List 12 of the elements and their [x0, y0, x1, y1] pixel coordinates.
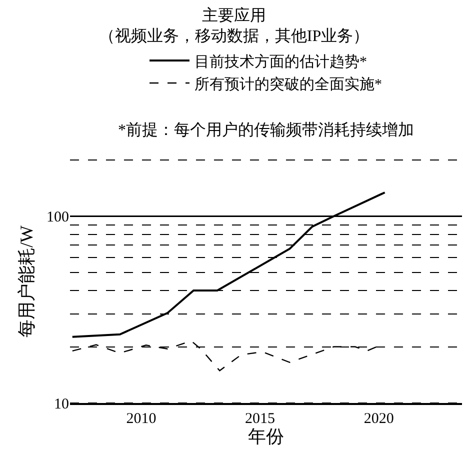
legend-label: 目前技术方面的估计趋势*: [194, 53, 367, 70]
chart-title: 主要应用: [202, 6, 266, 24]
x-tick-label: 2020: [364, 410, 394, 427]
x-tick-label: 2010: [126, 410, 156, 427]
x-axis-title: 年份: [248, 426, 284, 447]
y-tick-label: 10: [54, 396, 69, 412]
x-tick-label: 2015: [245, 410, 276, 427]
y-axis-title: 每用户能耗/W: [16, 226, 37, 338]
y-tick-label: 100: [46, 209, 69, 226]
chart-subtitle: （视频业务，移动数据，其他IP业务）: [98, 27, 370, 46]
legend-label: 所有预计的突破的全面实施*: [194, 76, 382, 93]
text: *前提：每个用户的传输频带消耗持续增加: [118, 121, 414, 139]
